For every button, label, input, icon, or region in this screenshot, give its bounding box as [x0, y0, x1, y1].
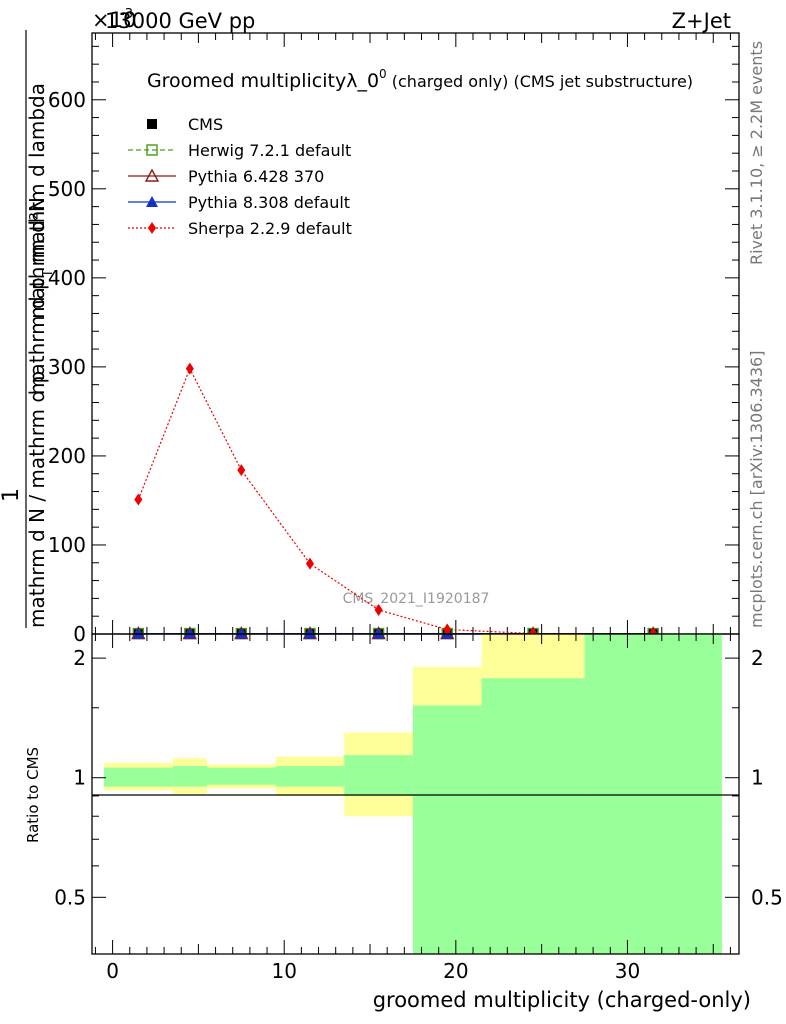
ratio-y-tick-label: 1 — [73, 766, 86, 790]
main-y-tick-label: 300 — [48, 355, 86, 379]
ratio-uncertainty-bands — [104, 634, 722, 954]
ratio-y-tick-label-right: 0.5 — [751, 885, 783, 909]
x-axis-label: groomed multiplicity (charged-only) — [373, 988, 751, 1012]
x-tick-label: 0 — [106, 959, 119, 983]
sherpa-2-2-9-default-point — [185, 362, 194, 375]
main-y-tick-label: 200 — [48, 444, 86, 468]
legend-label-sherpa-2-2-9-default: Sherpa 2.2.9 default — [188, 219, 352, 238]
sherpa-2-2-9-default-point — [134, 493, 143, 506]
legend-label-cms: CMS — [188, 115, 223, 134]
pythia-8-308-default-point — [183, 627, 196, 639]
ratio-y-tick-label: 0.5 — [54, 885, 86, 909]
ratio-x-axis: 0 10 20 30 — [94, 634, 731, 983]
main-y-axis: 0 100 200 300 400 500 600 — [48, 45, 739, 646]
energy-label: 13000 GeV pp — [105, 9, 255, 33]
main-y-label: 1 mathrm d N / mathrm d p mathrm d²N mat… — [0, 30, 56, 628]
ratio-y-tick-label: 2 — [73, 646, 86, 670]
y-label-denominator: mathrm d N / mathrm d p — [25, 371, 49, 628]
sherpa-2-2-9-default-point — [443, 623, 452, 636]
exponent-superscript: -3 — [120, 7, 133, 22]
mcplots-label: mcplots.cern.ch [arXiv:1306.3436] — [747, 351, 766, 628]
y-label-numerator: mathrm d²N — [25, 197, 49, 319]
legend-marker-pythia-8-308-default — [146, 196, 158, 207]
main-y-tick-label: 0 — [73, 622, 86, 646]
pythia-8-308-default-point — [372, 627, 385, 639]
ratio-inner-band — [584, 634, 722, 954]
ratio-y-axis: 0.5 0.5 1 1 2 2 — [54, 646, 783, 909]
x-tick-label: 30 — [615, 959, 640, 983]
ratio-y-label: Ratio to CMS — [24, 747, 42, 843]
main-y-tick-label: 600 — [48, 88, 86, 112]
exponent-label: ×10 — [92, 8, 136, 32]
y-label-denominator-2: mathrm d pT mathrm d lambda — [25, 83, 56, 395]
ratio-inner-band — [172, 766, 207, 787]
ratio-inner-band — [275, 766, 345, 787]
legend-label-pythia-8-308-default: Pythia 8.308 default — [188, 193, 350, 212]
pythia-8-308-default-point — [132, 627, 145, 639]
sherpa-2-2-9-default-point — [305, 557, 314, 570]
pythia-8-308-default-point — [235, 627, 248, 639]
main-y-tick-label: 500 — [48, 177, 86, 201]
main-plot: 0 100 200 300 400 500 600 Groomed multiplicity… — [48, 32, 740, 646]
ratio-y-tick-label-right: 2 — [751, 646, 764, 670]
pythia-8-308-default-point — [303, 627, 316, 639]
plot-title: Groomed multiplicityλ_00 (charged only) … — [147, 67, 693, 92]
sherpa-2-2-9-default-line — [137, 367, 654, 635]
legend-label-herwig-7-2-1-default: Herwig 7.2.1 default — [188, 141, 351, 160]
sherpa-2-2-9-default-point — [237, 464, 246, 477]
legend-marker-sherpa-2-2-9-default — [148, 222, 156, 234]
legend-marker-cms — [147, 119, 157, 129]
ratio-plot: 0.5 0.5 1 1 2 2 0 10 20 30 Ratio to CMS groomed … — [24, 633, 783, 1012]
main-y-tick-label: 400 — [48, 266, 86, 290]
ratio-inner-band — [104, 767, 173, 787]
ratio-inner-band — [206, 767, 276, 785]
main-y-tick-label: 100 — [48, 533, 86, 557]
ratio-frame — [91, 633, 740, 955]
x-tick-label: 20 — [443, 959, 468, 983]
analysis-watermark: CMS_2021_I1920187 — [343, 591, 490, 607]
x-tick-label: 10 — [271, 959, 296, 983]
ratio-inner-band — [412, 705, 482, 954]
legend-label-pythia-6-428-370: Pythia 6.428 370 — [188, 167, 324, 186]
ratio-inner-band — [344, 755, 413, 796]
legend-marker-pythia-6-428-370 — [144, 168, 160, 182]
process-label: Z+Jet — [672, 9, 731, 33]
ratio-inner-band — [481, 678, 585, 954]
legend-marker-herwig-7-2-1-default — [146, 144, 158, 156]
sherpa-2-2-9-default-point — [374, 603, 383, 616]
legend: CMS Herwig 7.2.1 default Pythia 6.428 370 P… — [128, 115, 352, 238]
ratio-y-tick-label-right: 1 — [751, 766, 764, 790]
y-label-prefix: 1 — [0, 488, 24, 502]
rivet-version-label: Rivet 3.1.10, ≥ 2.2M events — [747, 41, 766, 265]
